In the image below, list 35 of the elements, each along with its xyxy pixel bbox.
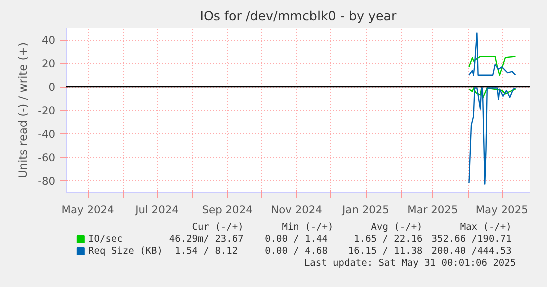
text: Cur (-/+) [192,222,244,233]
text: 0.00 / 1.44 [265,234,328,245]
legend-label: IO/sec [88,234,123,245]
y-tick-label: 40 [42,34,56,48]
text: 16.15 / 11.38 [348,246,424,257]
text: 352.66 /190.71 [432,234,512,245]
x-tick-label: Jan 2025 [342,204,390,216]
text: 0.00 / 4.68 [265,246,328,257]
x-tick-label: Jul 2024 [134,204,180,216]
line-series [468,88,516,100]
x-tick-label: Sep 2024 [202,204,254,216]
text: Min (-/+) [282,222,334,233]
y-tick-label: -80 [38,174,56,188]
chart-title: IOs for /dev/mmcblk0 - by year [200,8,398,24]
y-tick-label: -40 [38,128,56,141]
x-tick-label: May 2025 [476,204,528,216]
x-tick-label: Nov 2024 [271,204,323,216]
text: 1.65 / 22.16 [354,234,424,245]
x-tick-label: Mar 2025 [408,204,458,216]
text: Last update: Sat May 31 00:01:06 2025 [304,258,516,269]
y-axis-title: Units read (-) / write (+) [16,42,30,179]
y-tick-label: 20 [42,58,56,71]
line-series [468,56,516,76]
text: 200.40 /444.53 [432,246,512,257]
x-tick-label: May 2024 [62,204,115,216]
legend-label: Req Size (KB) [88,246,163,257]
y-tick-label: -60 [38,151,56,164]
line-series [468,32,516,76]
text: Max (-/+) [460,222,512,233]
line-series [468,88,516,185]
text: Avg (-/+) [371,222,423,233]
y-tick-label: -20 [38,104,56,118]
text: 46.29m/ 23.67 [169,234,244,245]
y-tick-label: 0 [48,81,56,94]
text: 1.54 / 8.12 [175,246,238,257]
